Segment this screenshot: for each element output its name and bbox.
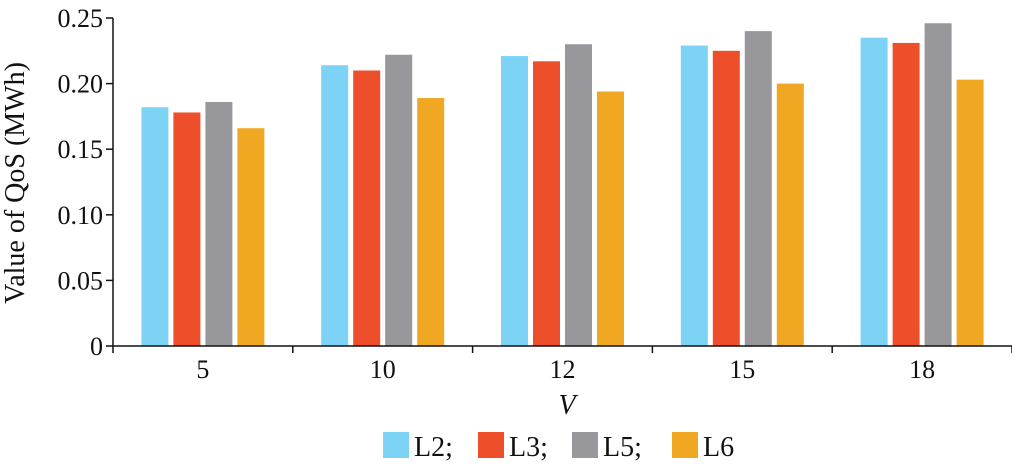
x-tick-label: 10 (370, 355, 396, 384)
x-tick-label: 15 (729, 355, 755, 384)
axes-layer (112, 18, 1012, 347)
bar (680, 45, 708, 346)
bar (776, 83, 804, 346)
legend-label: L5; (603, 432, 642, 463)
y-tick-label: 0.05 (58, 266, 104, 295)
y-tick-label: 0 (90, 332, 103, 361)
bar (956, 79, 984, 346)
bar (565, 44, 592, 347)
bar (385, 54, 413, 347)
x-ticks: 5 10 12 15 18 (112, 346, 1012, 384)
bar (744, 31, 772, 347)
bar (353, 70, 381, 346)
legend-label: L3; (509, 432, 548, 463)
x-axis-title: V (558, 390, 578, 421)
legend: L2; L3; L5; L6 (383, 432, 734, 463)
bar (237, 128, 265, 346)
legend-swatch (672, 432, 698, 458)
y-tick-label: 0.20 (58, 70, 104, 99)
x-tick-label: 12 (550, 355, 576, 384)
x-tick-label: 18 (909, 355, 935, 384)
bar (712, 50, 740, 347)
legend-swatch (478, 432, 504, 458)
bar (892, 42, 920, 346)
y-tick-label: 0.25 (58, 4, 104, 33)
bar (924, 23, 952, 347)
legend-label: L2; (414, 432, 453, 463)
legend-swatch (383, 432, 409, 458)
bar (417, 98, 445, 346)
y-tick-label: 0.15 (58, 135, 104, 164)
bar (141, 107, 169, 346)
bar (501, 56, 528, 346)
legend-swatch (572, 432, 598, 458)
y-tick-label: 0.10 (58, 201, 104, 230)
bar (173, 112, 201, 347)
bar (597, 91, 624, 346)
y-ticks: 0 0.05 0.10 0.15 0.20 0.25 (58, 4, 113, 361)
bar (533, 61, 560, 347)
bars-layer (141, 23, 984, 347)
y-axis-title: Value of QoS (MWh) (0, 62, 31, 304)
bar (321, 65, 349, 347)
legend-label: L6 (703, 432, 734, 463)
bar (860, 37, 888, 347)
bar (205, 101, 233, 346)
x-tick-label: 5 (196, 355, 209, 384)
